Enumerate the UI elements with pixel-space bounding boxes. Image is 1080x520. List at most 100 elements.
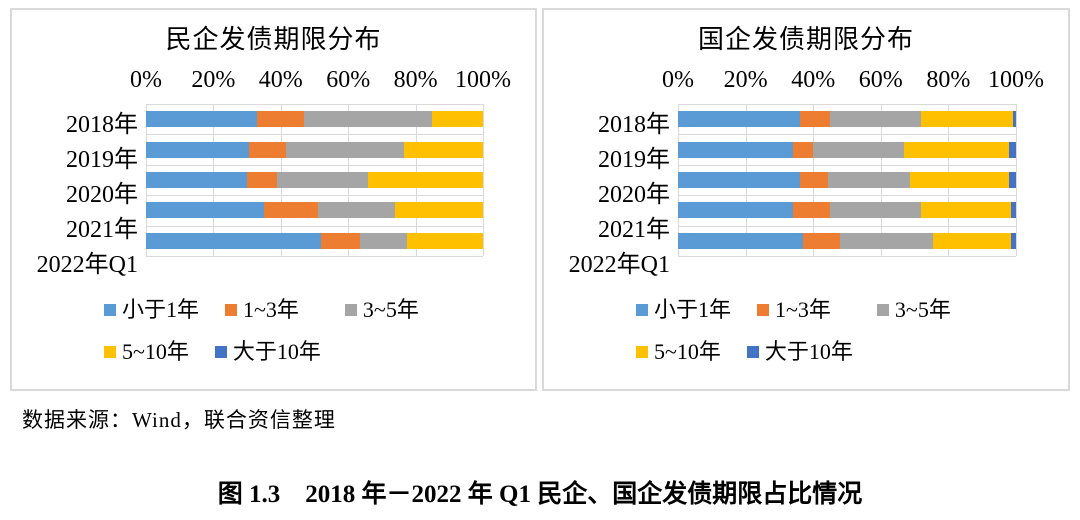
legend-item: 5~10年 <box>104 338 189 366</box>
plot-area <box>678 104 1017 257</box>
bar-segment-小于1年 <box>678 111 800 128</box>
bar-segment-3~5年 <box>828 171 910 188</box>
legend-item: 1~3年 <box>757 296 831 324</box>
category-label: 2020年 <box>598 182 670 208</box>
legend-row: 5~10年 大于10年 <box>104 338 535 366</box>
legend-label: 大于10年 <box>764 339 853 364</box>
axis-spacer <box>12 66 146 94</box>
chart-title: 国企发债期限分布 <box>697 25 914 54</box>
bar-segment-1~3年 <box>792 202 831 219</box>
y-axis-category-labels: 2018年 2019年 2020年 2021年 2022年Q1 <box>12 104 146 278</box>
legend-item: 5~10年 <box>636 338 721 366</box>
stacked-bar-2019年 <box>146 134 483 164</box>
vertical-gridline <box>483 104 484 256</box>
bar-segment-1~3年 <box>248 141 286 158</box>
legend-label: 1~3年 <box>243 297 299 322</box>
bar-segment-5~10年 <box>921 202 1011 219</box>
horizontal-gridline <box>146 256 483 257</box>
category-label: 2019年 <box>598 147 670 173</box>
horizontal-gridline <box>678 256 1016 257</box>
bar-segment-1~3年 <box>799 111 831 128</box>
stacked-bar-2018年 <box>678 104 1016 134</box>
bar-segment-5~10年 <box>904 141 1010 158</box>
legend-item: 3~5年 <box>876 296 951 324</box>
category-label: 2020年 <box>66 182 138 208</box>
category-label: 2022年Q1 <box>36 252 138 278</box>
stacked-bar-2020年 <box>678 165 1016 195</box>
category-label: 2022年Q1 <box>568 252 670 278</box>
x-axis-tick-label: 20% <box>723 67 768 93</box>
x-axis-tick-label: 80% <box>393 67 438 93</box>
bar-segment-5~10年 <box>921 111 1013 128</box>
stacked-bar-2020年 <box>146 165 483 195</box>
bar-segment-1~3年 <box>257 111 305 128</box>
legend-swatch <box>214 346 227 358</box>
x-axis-tick-label: 60% <box>858 67 903 93</box>
bar-segment-5~10年 <box>368 171 483 188</box>
x-axis-tick-label: 20% <box>191 67 236 93</box>
bar-segment-5~10年 <box>395 202 483 219</box>
bar-segment-3~5年 <box>277 171 369 188</box>
stacked-bar-2021年 <box>678 195 1016 225</box>
stacked-bar-2022年Q1 <box>146 226 483 256</box>
legend: 小于1年 1~3年 3~5年 5~10年 大于10年 <box>104 296 535 366</box>
legend-item: 大于10年 <box>746 338 853 366</box>
bar-segment-5~10年 <box>407 232 483 249</box>
y-axis-category-labels: 2018年 2019年 2020年 2021年 2022年Q1 <box>544 104 678 278</box>
legend-label: 大于10年 <box>232 339 321 364</box>
x-axis-tick-label: 0% <box>662 67 694 93</box>
category-label: 2021年 <box>66 217 138 243</box>
bar-segment-3~5年 <box>813 141 905 158</box>
legend-swatch <box>104 346 116 358</box>
legend: 小于1年 1~3年 3~5年 5~10年 大于10年 <box>636 296 1068 366</box>
legend-row: 小于1年 1~3年 3~5年 <box>104 296 535 324</box>
bar-segment-小于1年 <box>678 202 793 219</box>
x-axis-tick-label: 100% <box>455 67 511 93</box>
legend-item: 小于1年 <box>104 296 199 324</box>
bar-segment-5~10年 <box>909 171 1010 188</box>
bar-segment-5~10年 <box>432 111 483 128</box>
horizontal-gridline <box>146 104 483 105</box>
chart-body: 2018年 2019年 2020年 2021年 2022年Q1 <box>544 104 1068 278</box>
x-axis: 0% 20% 40% 60% 80% 100% <box>12 66 535 94</box>
bar-segment-大于10年 <box>1010 232 1016 249</box>
x-axis-tick-labels: 0% 20% 40% 60% 80% 100% <box>662 66 1044 94</box>
bar-segment-小于1年 <box>678 141 793 158</box>
chart-panel-state-owned-enterprise: 国企发债期限分布 0% 20% 40% 60% 80% 100% 2018年 2019年 20… <box>542 8 1070 391</box>
legend-swatch <box>344 304 357 316</box>
bar-segment-1~3年 <box>799 171 829 188</box>
x-axis-tick-label: 100% <box>988 67 1044 93</box>
legend-swatch <box>876 304 889 316</box>
legend-swatch <box>104 304 116 316</box>
horizontal-gridline <box>678 225 1016 227</box>
legend-swatch <box>225 304 238 316</box>
horizontal-gridline <box>146 195 483 197</box>
bar-segment-3~5年 <box>830 202 922 219</box>
legend-label: 小于1年 <box>654 297 732 322</box>
horizontal-gridline <box>678 104 1016 105</box>
legend-item: 3~5年 <box>344 296 419 324</box>
bar-segment-大于10年 <box>1010 202 1016 219</box>
chart-title: 民企发债期限分布 <box>165 25 382 54</box>
legend-swatch <box>746 346 759 358</box>
bar-segment-1~3年 <box>792 141 814 158</box>
category-label: 2018年 <box>598 112 670 138</box>
bar-segment-小于1年 <box>146 141 249 158</box>
bar-segment-小于1年 <box>146 202 264 219</box>
bar-segment-3~5年 <box>359 232 408 249</box>
bar-segment-1~3年 <box>803 232 841 249</box>
horizontal-gridline <box>146 225 483 227</box>
bar-segment-小于1年 <box>146 111 258 128</box>
chart-body: 2018年 2019年 2020年 2021年 2022年Q1 <box>12 104 535 278</box>
legend-swatch <box>636 304 648 316</box>
bar-segment-3~5年 <box>304 111 433 128</box>
bar-segment-3~5年 <box>840 232 934 249</box>
legend-label: 小于1年 <box>122 297 200 322</box>
legend-item: 大于10年 <box>214 338 321 366</box>
horizontal-gridline <box>146 134 483 136</box>
category-label: 2019年 <box>66 147 138 173</box>
stacked-bar-2018年 <box>146 104 483 134</box>
x-axis-tick-label: 40% <box>258 67 303 93</box>
horizontal-gridline <box>678 195 1016 197</box>
